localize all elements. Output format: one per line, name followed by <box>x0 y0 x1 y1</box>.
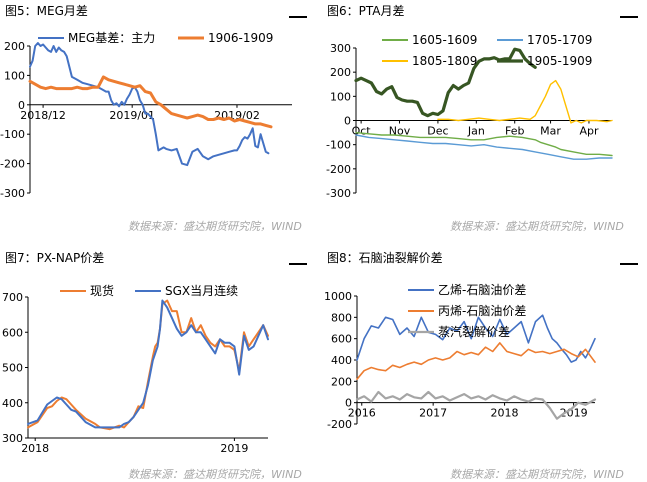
legend-label-1: 丙烯-石脑油价差 <box>438 304 526 318</box>
y-tick-label: 400 <box>2 397 23 410</box>
x-tick-label: 2016 <box>348 407 376 420</box>
legend-label-2: 1805-1809 <box>412 54 477 68</box>
legend-label-3: 1905-1909 <box>527 54 592 68</box>
x-tick-label: 2018 <box>491 407 519 420</box>
x-tick-label: 2019/01 <box>109 109 155 122</box>
y-tick-label: -200 <box>327 418 352 431</box>
legend-label-0: MEG基差：主力 <box>68 31 155 45</box>
panel-rule-naphtha <box>620 263 638 265</box>
legend-label-0: 乙烯-石脑油价差 <box>438 283 526 297</box>
panel-source-pta: 数据来源：盛达期货研究院，WIND <box>450 220 624 233</box>
panel-title-naphtha: 图8：石脑油裂解价差 <box>327 251 443 265</box>
series-line-0 <box>356 314 596 363</box>
y-tick-label: 200 <box>4 40 25 53</box>
panel-source-naphtha: 数据来源：盛达期货研究院，WIND <box>450 468 624 481</box>
x-tick-label: 2018/12 <box>20 109 66 122</box>
series-line-0 <box>27 299 269 431</box>
series-line-2 <box>355 390 597 420</box>
x-tick-label: 2019 <box>560 407 588 420</box>
legend-label-1: 1705-1709 <box>527 33 592 47</box>
y-tick-label: 300 <box>2 432 23 445</box>
y-tick-label: 600 <box>2 326 23 339</box>
y-tick-label: 400 <box>331 354 352 367</box>
x-tick-label: Dec <box>427 125 448 138</box>
panel-title-px: 图7：PX-NAP价差 <box>5 251 105 265</box>
panel-title-pta: 图6：PTA月差 <box>327 4 405 18</box>
y-tick-label: 500 <box>2 362 23 375</box>
y-tick-label: -200 <box>326 163 351 176</box>
y-tick-label: -300 <box>326 187 351 200</box>
panel-rule-px <box>289 263 307 265</box>
x-tick-label: 2019 <box>220 442 248 455</box>
panel-rule-meg <box>289 16 307 18</box>
y-tick-label: 1000 <box>324 290 352 303</box>
panel-source-meg: 数据来源：盛达期货研究院，WIND <box>128 220 302 233</box>
chart-3: -200 0 200 400 600 800 1000 2016 2017 2018 2019 乙烯-… <box>324 283 597 431</box>
series-line-1 <box>27 299 269 429</box>
x-tick-label: 2017 <box>419 407 447 420</box>
series-line-0 <box>29 42 270 167</box>
y-tick-label: 100 <box>4 69 25 82</box>
y-tick-label: 200 <box>330 66 351 79</box>
y-tick-label: -100 <box>0 128 25 141</box>
series-line-1 <box>28 75 273 129</box>
y-tick-label: 800 <box>331 311 352 324</box>
panel-title-meg: 图5：MEG月差 <box>5 4 88 18</box>
y-tick-label: -200 <box>0 158 25 171</box>
y-tick-label: 600 <box>331 333 352 346</box>
legend-label-2: 蒸汽裂解价差 <box>438 324 510 339</box>
x-tick-label: Jan <box>467 125 485 138</box>
x-tick-label: Nov <box>389 125 411 138</box>
panel-rule-pta <box>620 16 638 18</box>
y-tick-label: 200 <box>331 375 352 388</box>
y-tick-label: 0 <box>344 115 351 128</box>
y-tick-label: 0 <box>345 397 352 410</box>
legend-label-1: 1906-1909 <box>208 31 273 45</box>
y-tick-label: 300 <box>330 42 351 55</box>
y-tick-label: -300 <box>0 187 25 200</box>
series-line-3 <box>354 47 537 118</box>
legend-label-0: 1605-1609 <box>412 33 477 47</box>
panel-source-px: 数据来源：盛达期货研究院，WIND <box>128 468 302 481</box>
chart-2: 300 400 500 600 700 2018 2019 现货 SGX当月连续 <box>2 283 269 455</box>
y-tick-label: 100 <box>330 90 351 103</box>
x-tick-label: Feb <box>505 125 524 138</box>
y-tick-label: 700 <box>2 291 23 304</box>
legend-label-1: SGX当月连续 <box>165 283 238 298</box>
y-tick-label: 0 <box>18 99 25 112</box>
x-tick-label: Mar <box>540 125 561 138</box>
series-line-0 <box>355 131 613 157</box>
series-line-1 <box>356 342 596 381</box>
series-line-2 <box>437 79 613 124</box>
x-tick-label: 2018 <box>21 442 49 455</box>
x-tick-label: Apr <box>579 125 599 138</box>
y-tick-label: -100 <box>326 139 351 152</box>
series-line-1 <box>355 134 613 160</box>
legend-label-0: 现货 <box>90 283 114 298</box>
